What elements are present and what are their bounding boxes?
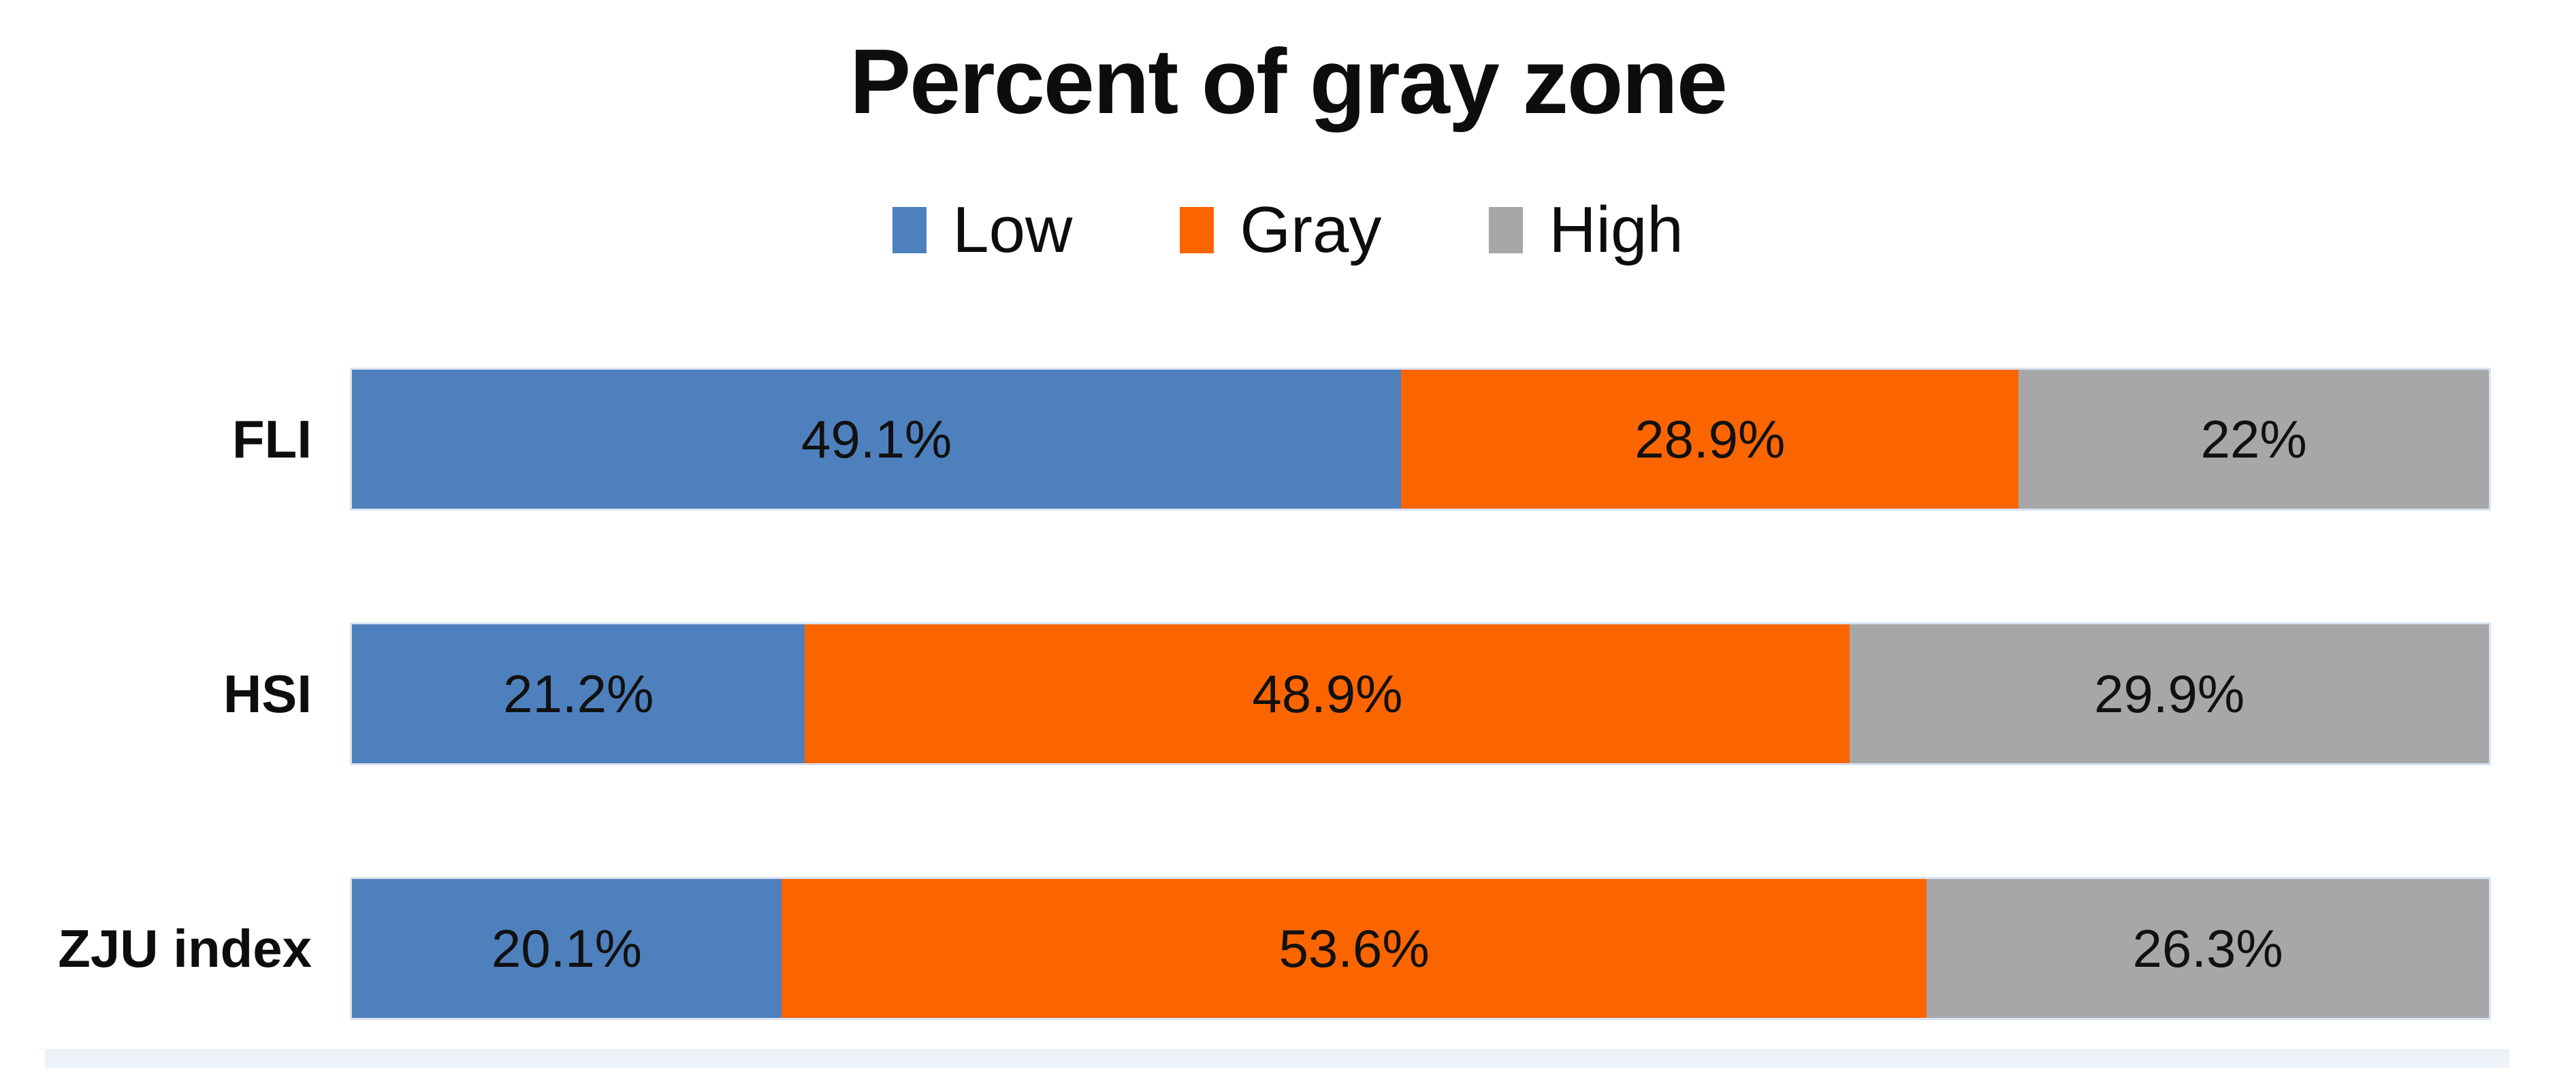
legend-label: Low — [952, 193, 1073, 266]
bar-segment-high: 26.3% — [1927, 879, 2489, 1018]
legend-swatch-icon — [1180, 207, 1214, 253]
bar-row-fli: FLI 49.1% 28.9% 22% — [0, 368, 2576, 511]
category-label: ZJU index — [58, 918, 312, 978]
legend-label: Gray — [1240, 193, 1382, 266]
legend-item-high: High — [1489, 193, 1684, 266]
bar-segment-low: 49.1% — [352, 370, 1402, 509]
plot-area: FLI 49.1% 28.9% 22% HSI 21.2% 48.9% 29.9% ZJU in… — [0, 368, 2576, 1088]
legend-item-gray: Gray — [1180, 197, 1381, 263]
bar-segment-gray: 28.9% — [1401, 370, 2019, 509]
category-label: HSI — [223, 663, 312, 724]
bar-segment-low: 21.2% — [352, 624, 805, 763]
bottom-strip-decoration — [45, 1049, 2509, 1068]
legend: Low Gray High — [0, 197, 2576, 263]
bar-track: 21.2% 48.9% 29.9% — [350, 622, 2491, 765]
category-label: FLI — [232, 409, 312, 469]
chart-title: Percent of gray zone — [850, 30, 1728, 133]
legend-label: High — [1549, 193, 1684, 266]
legend-swatch-icon — [892, 207, 927, 253]
bar-row-zju-index: ZJU index 20.1% 53.6% 26.3% — [0, 877, 2576, 1020]
bar-track: 20.1% 53.6% 26.3% — [350, 877, 2491, 1020]
bar-segment-high: 29.9% — [1850, 624, 2489, 763]
bar-segment-high: 22% — [2018, 370, 2489, 509]
legend-swatch-icon — [1489, 207, 1524, 253]
bar-segment-low: 20.1% — [352, 879, 782, 1018]
legend-item-low: Low — [892, 197, 1072, 263]
bar-segment-gray: 53.6% — [781, 879, 1927, 1018]
bar-segment-gray: 48.9% — [805, 624, 1850, 763]
bar-track: 49.1% 28.9% 22% — [350, 368, 2491, 511]
bar-row-hsi: HSI 21.2% 48.9% 29.9% — [0, 622, 2576, 765]
